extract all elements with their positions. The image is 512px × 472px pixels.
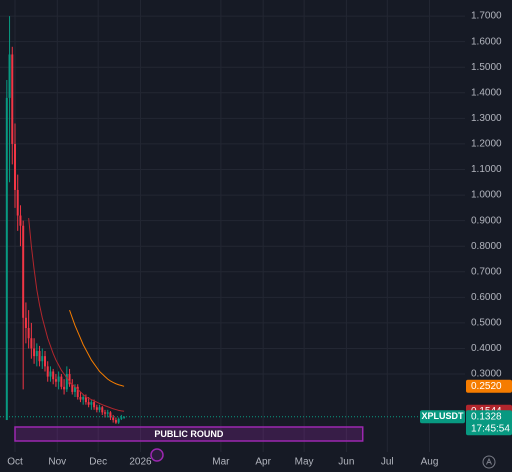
price-tag-label: 0.2520 [471, 381, 502, 392]
y-tick-label: 1.4000 [471, 87, 502, 98]
candle-body [79, 397, 82, 400]
candle-body [90, 402, 93, 405]
candle-body [114, 420, 117, 423]
candle-body [123, 416, 126, 418]
auto-scale-glyph [486, 457, 492, 465]
grid [0, 0, 465, 452]
y-tick-label: 0.4000 [471, 343, 502, 354]
candle-body [98, 407, 101, 410]
candle-body [71, 384, 74, 392]
x-tick-label: Dec [89, 457, 107, 468]
candle-body [112, 417, 115, 421]
y-tick-label: 1.2000 [471, 139, 502, 150]
x-tick-label: Apr [255, 457, 271, 468]
candle-body [44, 356, 46, 367]
symbol-tag [420, 410, 465, 424]
candle-body [68, 374, 71, 385]
plot: PUBLIC ROUND [0, 16, 465, 462]
x-tick-label: Aug [421, 457, 439, 468]
y-tick-label: 0.8000 [471, 241, 502, 252]
candle-body [104, 412, 106, 414]
y-tick-label: 0.7000 [471, 266, 502, 277]
y-tick-label: 1.1000 [471, 164, 502, 175]
candle-body [5, 97, 8, 421]
candle-body [24, 317, 27, 329]
y-tick-label: 0.6000 [471, 292, 502, 303]
x-tick-label: 2026 [129, 457, 152, 468]
candle-body [76, 386, 79, 398]
candle-body [65, 374, 68, 390]
last-price-label: 0.1328 [471, 411, 502, 422]
countdown-label: 17:45:54 [471, 423, 510, 434]
candle-body [101, 407, 104, 413]
candle-body [49, 371, 52, 377]
candle-body [52, 371, 55, 380]
candle-body [33, 348, 36, 357]
moving-average [28, 218, 125, 412]
price-tag [466, 379, 512, 393]
candle-body [46, 366, 49, 377]
x-tick-label: Nov [48, 457, 66, 468]
candle-body [30, 338, 33, 349]
candle-body [16, 189, 19, 216]
candle-body [106, 412, 109, 414]
candle-body [27, 328, 30, 339]
candle-body [38, 351, 41, 362]
candle-body [87, 402, 90, 405]
candle-body [120, 417, 123, 419]
moving-average [69, 309, 125, 387]
candle-body [22, 225, 25, 318]
x-tick-label: Oct [7, 457, 23, 468]
event-range [14, 426, 364, 442]
event-icon [150, 448, 164, 462]
candle-body [35, 351, 38, 357]
candle-body [41, 356, 44, 362]
candle-body [109, 412, 112, 418]
candle-body [60, 376, 63, 387]
y-tick-label: 1.3000 [471, 113, 502, 124]
axis: 0.3000 0.4000 0.5000 0.6000 0.7000 0.8000 0.90… [7, 11, 502, 468]
x-tick-label: Jul [381, 457, 394, 468]
candle-body [82, 397, 85, 400]
x-tick-label: Jun [338, 457, 354, 468]
candle-body [84, 397, 87, 403]
y-tick-label: 1.0000 [471, 190, 502, 201]
candle-body [57, 376, 60, 382]
y-tick-label: 1.5000 [471, 62, 502, 73]
candle-body [19, 215, 22, 226]
y-tick-label: 0.9000 [471, 215, 502, 226]
y-tick-label: 1.7000 [471, 11, 502, 22]
auto-scale-button[interactable] [482, 455, 496, 469]
symbol-label: XPLUSDT [421, 411, 464, 421]
candle-body [54, 379, 57, 382]
event-label: PUBLIC ROUND [154, 429, 223, 439]
candle-body [93, 402, 96, 408]
candle-body [117, 418, 120, 423]
y-tick-label: 0.5000 [471, 318, 502, 329]
candle-body [8, 54, 11, 98]
x-tick-label: Mar [212, 457, 230, 468]
candle-body [14, 143, 16, 190]
candle-body [11, 54, 14, 144]
y-tick-label: 0.3000 [471, 369, 502, 380]
last-price-tag [466, 410, 512, 436]
y-tick-label: 1.6000 [471, 36, 502, 47]
auto-scale-icon [482, 455, 496, 469]
x-tick-label: May [295, 457, 314, 468]
candle-body [95, 407, 98, 410]
candle-body [74, 386, 76, 392]
candle-body [63, 386, 66, 390]
